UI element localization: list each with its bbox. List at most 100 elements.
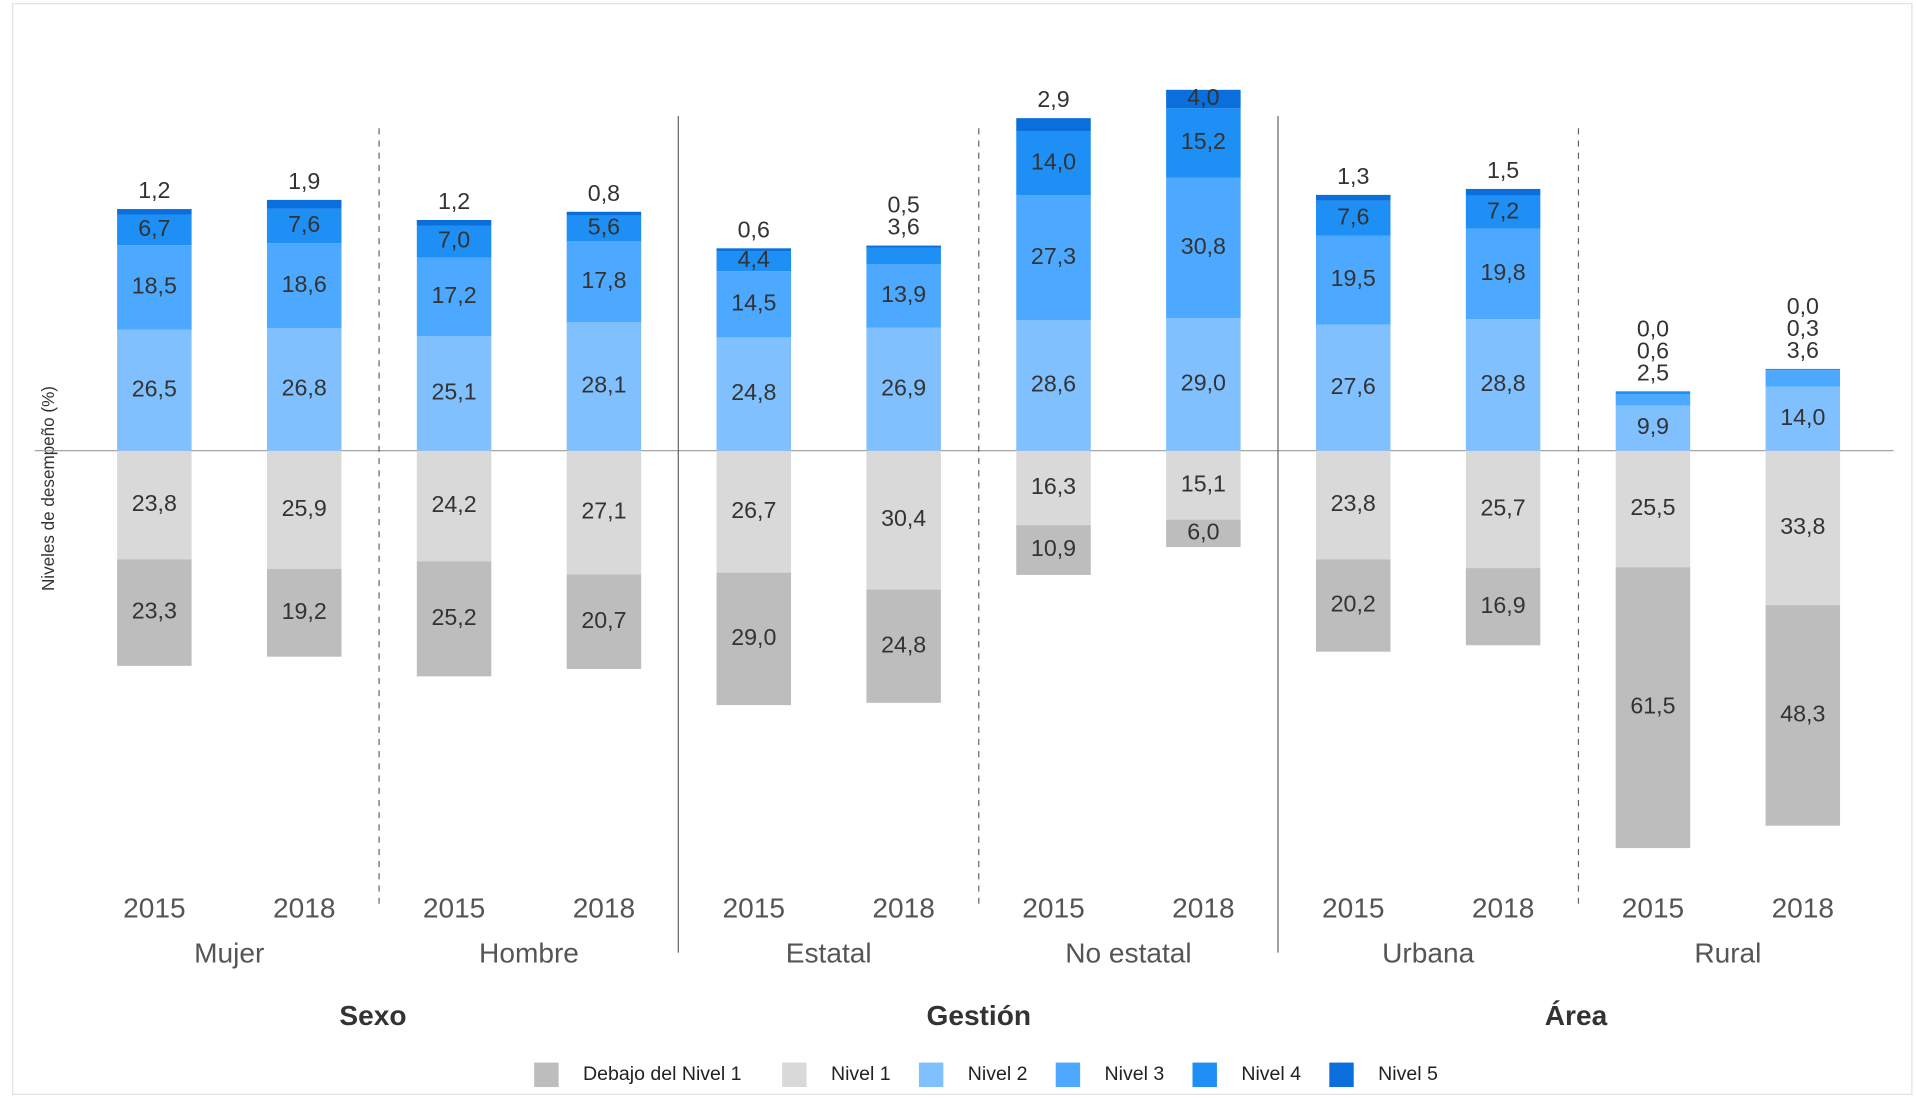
bar-segment: [416, 336, 492, 451]
data-label: 20,2: [1331, 591, 1376, 617]
data-label: 9,9: [1637, 413, 1669, 439]
legend-label: Nivel 5: [1378, 1063, 1438, 1085]
x-tick-label: 2018: [1472, 892, 1534, 923]
bar-segment: [866, 264, 941, 328]
data-label: 25,2: [431, 604, 476, 630]
data-label: 33,8: [1780, 513, 1825, 539]
bar-segment: [416, 220, 492, 226]
bar-segment: [1615, 450, 1691, 568]
data-label: 29,0: [731, 624, 776, 650]
bar-segment: [117, 559, 192, 666]
bar-segment: [266, 208, 342, 244]
x-tick-label: 2015: [123, 892, 185, 923]
data-label: 25,9: [282, 495, 327, 521]
bar-segment: [1615, 405, 1691, 451]
data-label: 0,8: [588, 180, 620, 206]
group-label: Urbana: [1382, 938, 1474, 969]
data-label: 1,3: [1337, 163, 1369, 189]
bar-segment: [1315, 194, 1391, 201]
bar-segment: [416, 225, 492, 258]
bar-segment: [1016, 118, 1091, 132]
bar-segment: [1016, 195, 1091, 321]
legend-swatch: [918, 1062, 944, 1088]
data-label: 2,9: [1037, 86, 1069, 112]
bar-segment: [1765, 368, 1841, 371]
data-label: 26,5: [132, 375, 177, 401]
bar-segment: [416, 561, 492, 677]
bar-segment: [1615, 567, 1691, 849]
legend-label: Nivel 1: [831, 1063, 891, 1085]
bar-segment: [1166, 108, 1241, 178]
separators: [378, 116, 1580, 953]
data-label: 14,5: [731, 289, 776, 315]
data-label: 13,9: [881, 281, 926, 307]
data-label: 28,1: [581, 372, 626, 398]
bar-segment: [716, 251, 792, 272]
bar-segment: [716, 271, 792, 338]
legend-swatch: [782, 1062, 807, 1088]
legend-swatch: [534, 1062, 559, 1088]
data-label: 1,9: [288, 168, 320, 194]
data-label: 14,0: [1031, 148, 1076, 174]
bar-segment: [117, 209, 192, 215]
data-label: 0,6: [1637, 337, 1669, 363]
data-label: 27,1: [581, 498, 626, 524]
legend-label: Nivel 4: [1241, 1063, 1301, 1085]
x-tick-label: 2015: [1022, 892, 1084, 923]
legend-label: Nivel 3: [1105, 1063, 1165, 1085]
x-tick-label: 2015: [1622, 892, 1684, 923]
bar-segment: [866, 247, 941, 265]
bar-segment: [1016, 525, 1091, 575]
bar-segment: [266, 568, 342, 657]
legend-swatch: [1192, 1062, 1217, 1088]
bar-segment: [1465, 568, 1541, 646]
data-label: 6,0: [1187, 518, 1219, 544]
bar-segment: [566, 215, 642, 242]
bar-segment: [266, 328, 342, 451]
data-label: 61,5: [1630, 693, 1675, 719]
bar-segment: [266, 450, 342, 569]
data-label: 17,2: [431, 282, 476, 308]
bar-segment: [566, 322, 642, 451]
data-label: 27,6: [1331, 373, 1376, 399]
data-label: 6,7: [138, 215, 170, 241]
bar-segment: [1166, 450, 1241, 520]
data-label: 0,0: [1787, 293, 1819, 319]
data-label: 16,9: [1481, 592, 1526, 618]
data-label: 4,0: [1187, 84, 1219, 110]
data-label: 26,9: [881, 374, 926, 400]
bar-segment: [1315, 200, 1391, 236]
x-tick-label: 2018: [1772, 892, 1834, 923]
bar-segment: [566, 241, 642, 323]
bar-segment: [566, 211, 642, 216]
x-tick-label: 2015: [423, 892, 485, 923]
bar-segment: [1315, 559, 1391, 652]
data-label: 15,2: [1181, 128, 1226, 154]
bar-segment: [1016, 450, 1091, 526]
bar-segment: [716, 337, 792, 451]
legend-swatch: [1055, 1062, 1081, 1088]
data-label: 7,2: [1487, 197, 1519, 223]
bar-segment: [117, 329, 192, 451]
bar-segment: [716, 572, 792, 706]
bar-segment: [1166, 89, 1241, 109]
bar-segment: [1166, 318, 1241, 451]
bar-segment: [1765, 386, 1841, 451]
data-label: 19,5: [1331, 265, 1376, 291]
bar-segment: [1315, 450, 1391, 560]
bar-segment: [1315, 324, 1391, 451]
section-label: Sexo: [339, 1000, 406, 1031]
section-label: Gestión: [926, 1000, 1031, 1031]
x-tick-label: 2018: [273, 892, 335, 923]
legend-label: Debajo del Nivel 1: [583, 1063, 742, 1085]
data-label: 25,1: [431, 378, 476, 404]
data-label: 24,2: [431, 491, 476, 517]
x-tick-label: 2015: [1322, 892, 1384, 923]
bar-segment: [1166, 177, 1241, 319]
group-label: Mujer: [194, 938, 264, 969]
data-label: 48,3: [1780, 701, 1825, 727]
data-label: 25,7: [1481, 495, 1526, 521]
bar-segment: [866, 589, 941, 703]
data-label: 29,0: [1181, 370, 1226, 396]
